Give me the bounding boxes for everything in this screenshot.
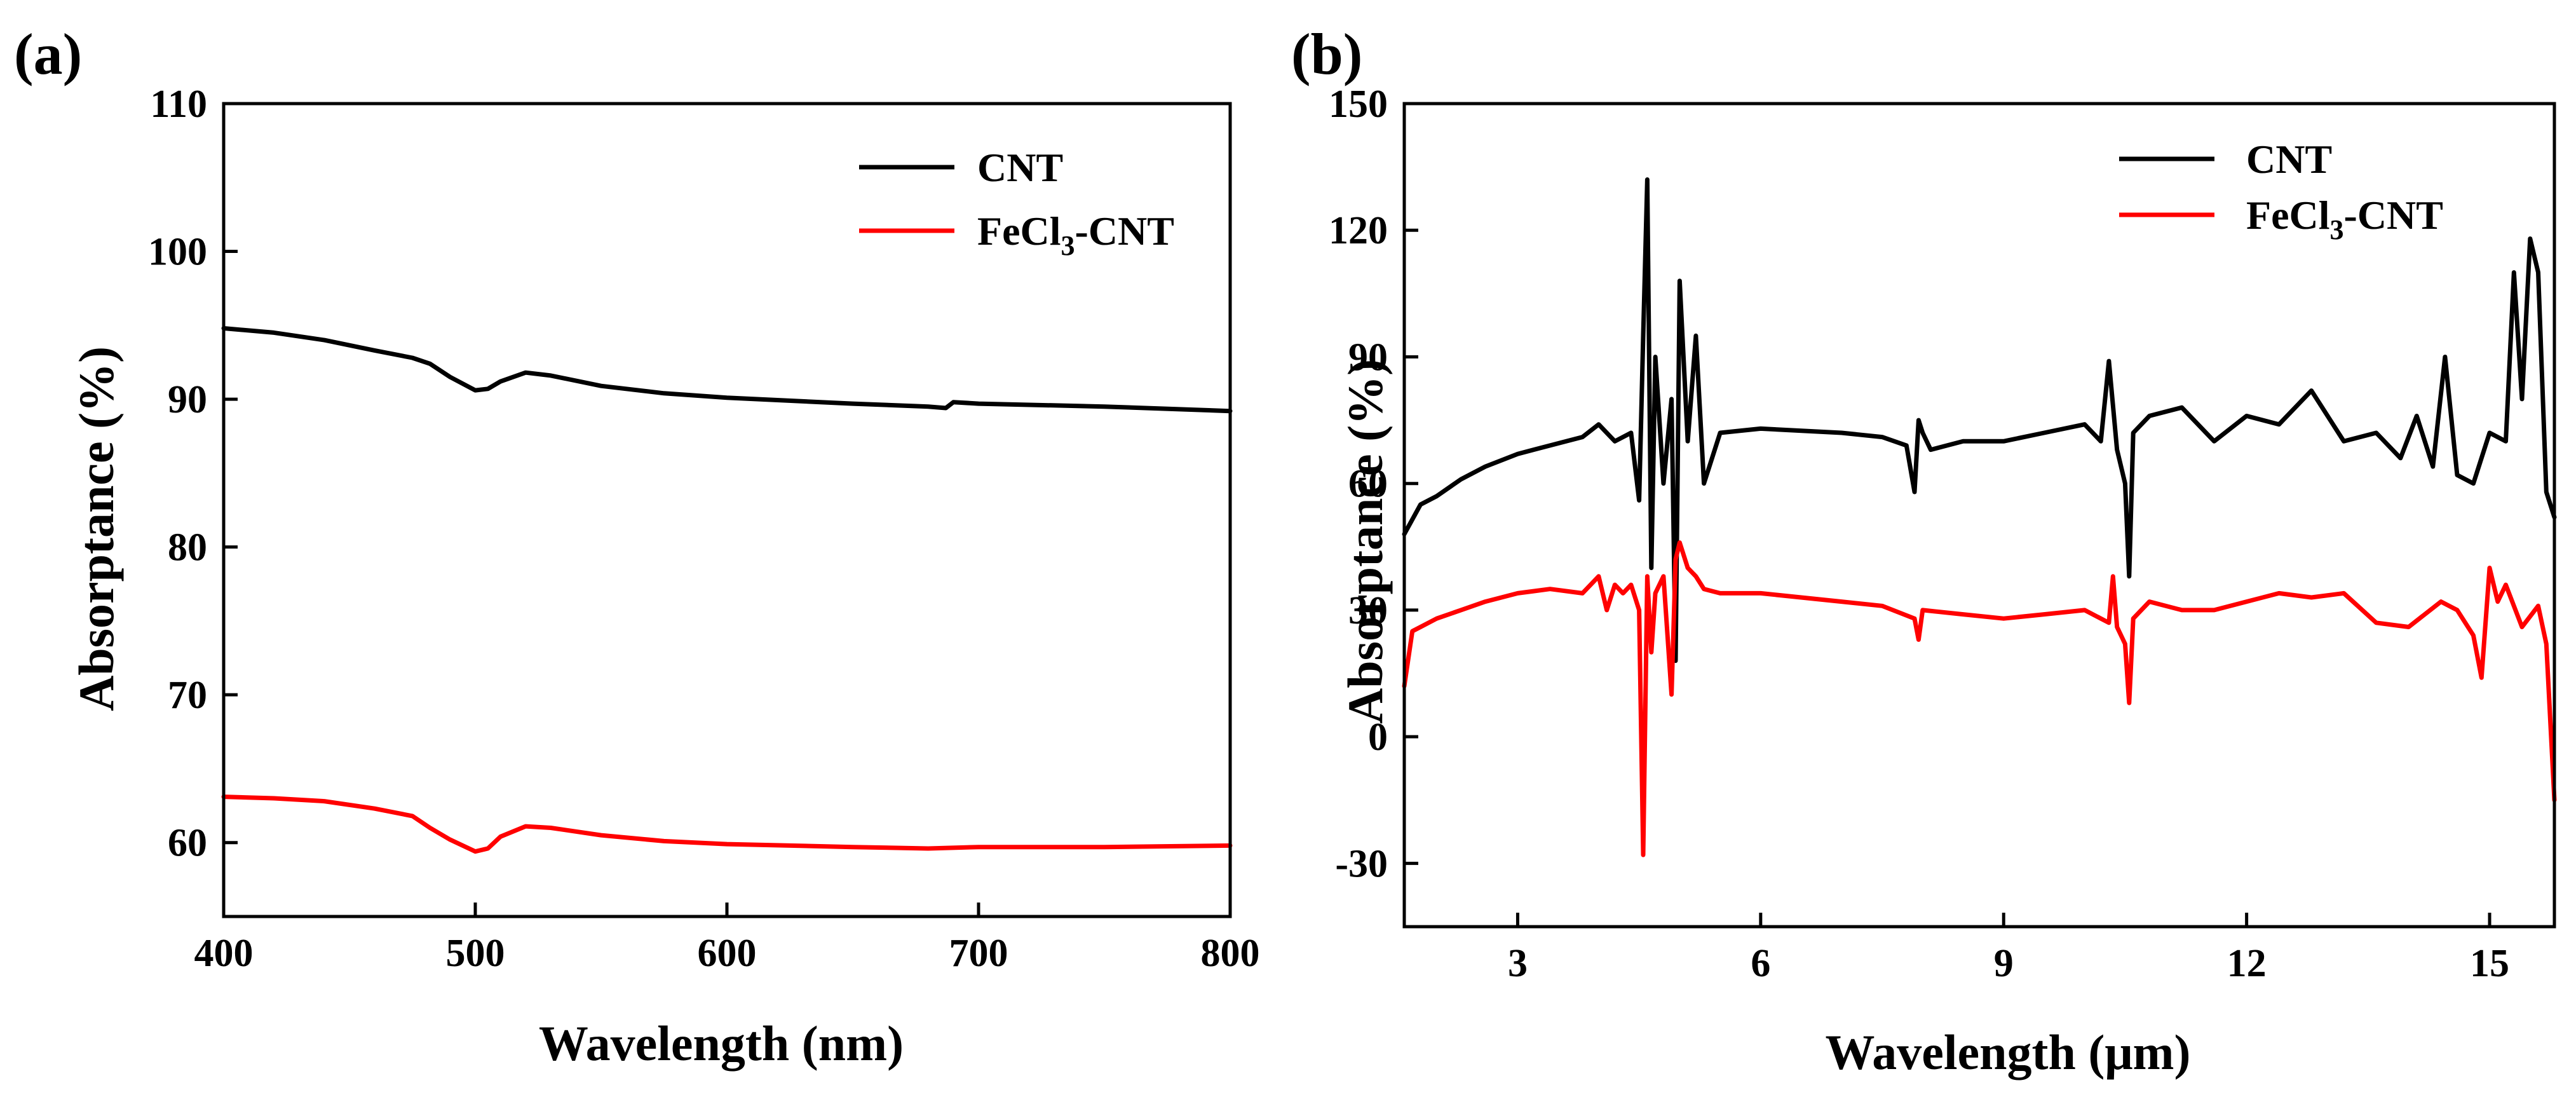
- y-tick-label-a-5: 110: [150, 83, 207, 126]
- y-tick-label-a-4: 100: [148, 231, 207, 274]
- legend-label-fecl3-a: FeCl3-CNT: [977, 208, 1174, 261]
- x-tick-label-b-2: 9: [1994, 942, 2014, 985]
- series-line-b-cnt: [1402, 177, 2557, 664]
- x-axis-title-a: Wavelength (nm): [539, 1016, 904, 1071]
- x-tick-label-b-1: 6: [1751, 942, 1770, 985]
- y-tick-label-b-6: 150: [1329, 83, 1388, 126]
- legend-a: CNT FeCl3-CNT: [859, 145, 1174, 261]
- y-tick-label-b-5: 120: [1329, 209, 1388, 252]
- chart-panel-a: (a) 400 500 600 700 800 60 70 80 90 100 110 Wavele…: [14, 22, 1260, 1071]
- y-tick-label-b-3: 60: [1348, 463, 1388, 506]
- x-tick-label-b-3: 12: [2227, 942, 2267, 985]
- series-line-b-fecl3: [1402, 540, 2557, 857]
- y-tick-label-a-3: 90: [168, 378, 207, 421]
- x-tick-label-b-0: 3: [1508, 942, 1528, 985]
- legend-label-cnt-b: CNT: [2246, 137, 2332, 182]
- y-tick-label-a-1: 70: [168, 674, 207, 717]
- x-axis-title-b: Wavelength (μm): [1826, 1025, 2191, 1080]
- x-tick-label-a-2: 600: [698, 932, 757, 975]
- panel-label-b: (b): [1291, 22, 1362, 86]
- y-tick-label-b-0: -30: [1335, 842, 1388, 885]
- y-tick-label-a-2: 80: [168, 526, 207, 569]
- y-tick-label-a-0: 60: [168, 822, 207, 865]
- x-tick-label-a-0: 400: [194, 932, 254, 975]
- panel-label-a: (a): [14, 22, 82, 86]
- series-lines-b: [1402, 177, 2557, 857]
- legend-label-fecl3-b: FeCl3-CNT: [2246, 193, 2443, 245]
- series-line-a-cnt: [221, 326, 1233, 414]
- plot-frame-a: [222, 102, 1232, 918]
- y-tick-label-b-1: 0: [1368, 716, 1388, 759]
- tick-labels-a: 400 500 600 700 800 60 70 80 90 100 110: [148, 83, 1260, 975]
- chart-panel-b: (b) 3 6 9 12 15 -30 0 30 60 90 120 150 Wavelength (…: [1291, 22, 2557, 1080]
- plot-frame-b: [1402, 102, 2556, 929]
- x-tick-label-b-4: 15: [2470, 942, 2509, 985]
- series-line-a-fecl3: [221, 794, 1233, 854]
- series-lines-a: [221, 326, 1233, 854]
- legend-b: CNT FeCl3-CNT: [2119, 137, 2443, 245]
- legend-label-cnt-a: CNT: [977, 145, 1063, 190]
- ticks-b: [1404, 102, 2491, 927]
- x-tick-label-a-1: 500: [446, 932, 505, 975]
- y-tick-label-b-4: 90: [1348, 336, 1388, 379]
- tick-labels-b: 3 6 9 12 15 -30 0 30 60 90 120 150: [1329, 83, 2509, 985]
- y-tick-label-b-2: 30: [1348, 589, 1388, 632]
- x-tick-label-a-3: 700: [949, 932, 1008, 975]
- y-axis-title-b: Absorptance (%): [1338, 359, 1393, 724]
- y-axis-title-a: Absorptance (%): [69, 346, 124, 711]
- x-tick-label-a-4: 800: [1201, 932, 1260, 975]
